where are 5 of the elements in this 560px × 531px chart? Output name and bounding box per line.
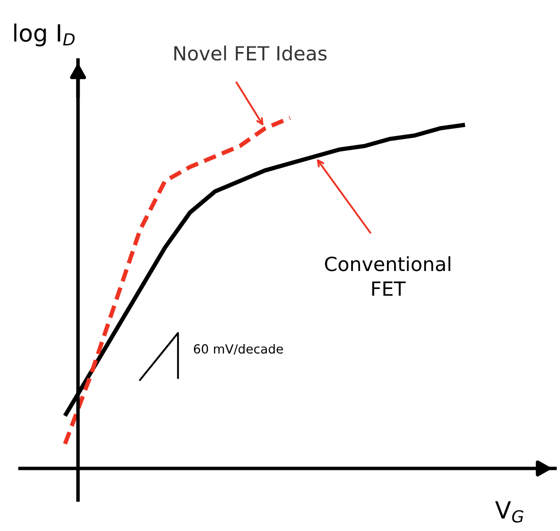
annotation: 60 mV/decade xyxy=(194,344,283,355)
text: Novel FET Ideas xyxy=(174,46,327,61)
y-axis-title: log I$_{D}$ xyxy=(14,24,75,46)
text: Conventional FET xyxy=(325,256,450,296)
x-axis-title: V$_{G}$ xyxy=(495,501,524,523)
